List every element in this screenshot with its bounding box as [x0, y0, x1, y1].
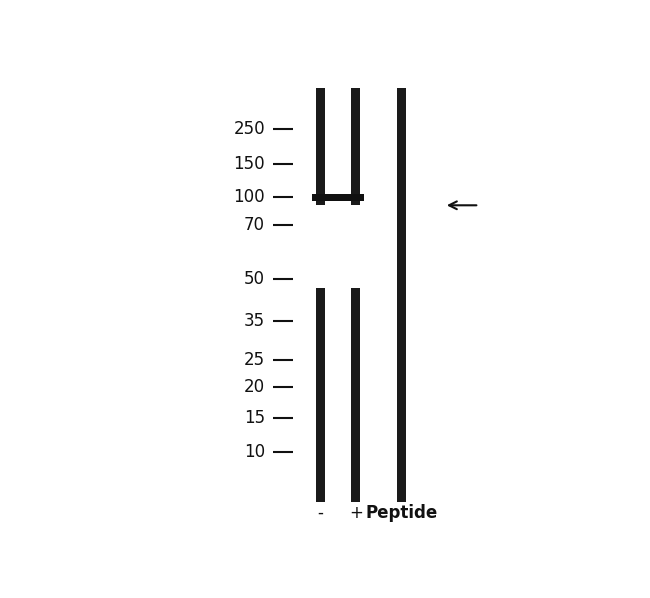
Text: -: -	[318, 504, 324, 522]
Text: 70: 70	[244, 216, 265, 234]
Text: Peptide: Peptide	[365, 504, 437, 522]
Bar	[396, 88, 406, 502]
Text: 10: 10	[244, 443, 265, 460]
Text: 250: 250	[233, 120, 265, 138]
Bar	[325, 201, 351, 288]
Text: 35: 35	[244, 312, 265, 330]
Text: 50: 50	[244, 270, 265, 288]
Text: 15: 15	[244, 409, 265, 427]
Bar	[351, 288, 360, 502]
Bar	[325, 88, 351, 201]
Text: +: +	[349, 504, 363, 522]
Bar	[351, 88, 360, 205]
Text: 25: 25	[244, 350, 265, 368]
Bar	[316, 88, 325, 205]
Text: 100: 100	[233, 188, 265, 206]
Text: 150: 150	[233, 155, 265, 173]
Bar	[316, 288, 325, 502]
Bar	[312, 194, 365, 201]
Text: 20: 20	[244, 378, 265, 396]
